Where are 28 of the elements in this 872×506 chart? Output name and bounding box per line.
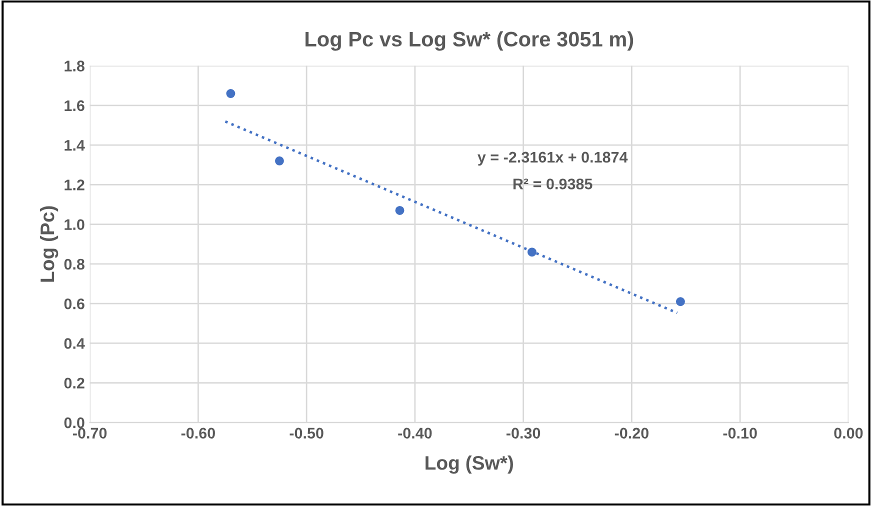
y-tick-label: 0.2 — [64, 378, 84, 389]
point — [226, 89, 236, 98]
y-tick-label: 1.0 — [64, 219, 84, 230]
y-tick-label: 1.6 — [64, 100, 84, 112]
y-tick-label: 1.4 — [64, 140, 85, 151]
y-tick-label: 0.4 — [64, 338, 85, 349]
x-tick-label: 0.00 — [834, 428, 863, 439]
x-tick-label: -0.40 — [398, 428, 432, 439]
y-tick-label: 1.8 — [64, 60, 84, 72]
annotation: y = -2.3161x + 0.1874 — [478, 152, 628, 166]
x-tick-label: -0.50 — [290, 428, 324, 439]
y-tick-label: 1.2 — [64, 180, 84, 190]
x-tick-label: -0.70 — [73, 428, 107, 439]
x-tick-label: -0.30 — [506, 428, 540, 439]
chart-title: Log Pc vs Log Sw* (Core 3051 m) — [306, 31, 634, 51]
point — [527, 248, 536, 257]
y-axis-title: Log (Pc) — [40, 206, 58, 282]
x-tick-label: -0.60 — [181, 428, 215, 439]
x-tick-label: -0.20 — [614, 428, 648, 439]
point — [676, 297, 685, 306]
point — [274, 156, 284, 166]
y-tick-label: 0.0 — [64, 417, 84, 428]
point — [395, 206, 404, 215]
annotation: R² = 0.9385 — [513, 178, 592, 190]
y-tick-label: 0.8 — [64, 258, 84, 270]
y-tick-label: 0.6 — [64, 298, 84, 310]
x-tick-label: -0.10 — [723, 428, 757, 439]
x-axis-title: Log (Sw*) — [426, 456, 513, 474]
